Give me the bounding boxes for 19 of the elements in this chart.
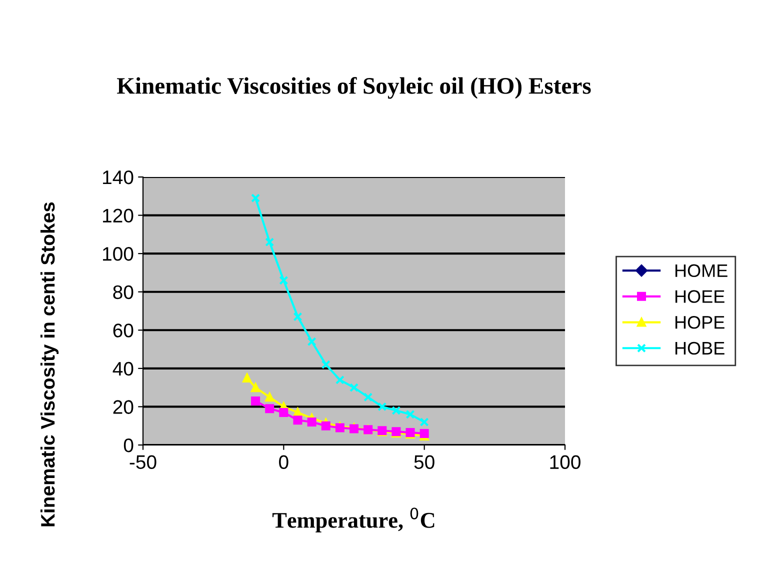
- y-tick-label: 100: [103, 247, 134, 261]
- x-tick-label: 50: [414, 455, 434, 470]
- chart-title: Kinematic Viscosities of Soyleic oil (HO) Esters: [117, 77, 591, 99]
- legend-label: HOPE: [675, 316, 724, 329]
- y-tick-label: 60: [113, 324, 134, 338]
- y-tick-label: 120: [103, 208, 134, 223]
- y-tick-label: 40: [112, 362, 134, 376]
- x-axis-title: Temperature, $^{0}$C: [272, 508, 434, 532]
- y-tick-label: 80: [113, 285, 134, 300]
- y-tick-label: 20: [113, 400, 134, 414]
- x-tick-label: 0: [279, 455, 288, 470]
- legend-label: HOBE: [675, 342, 724, 355]
- y-axis-title: Kinematic Viscosity in centi Stokes: [40, 202, 59, 526]
- legend-label: HOEE: [675, 290, 724, 303]
- y-tick-label: 140: [103, 170, 134, 184]
- x-tick-label: 100: [550, 455, 580, 470]
- x-tick-label: -50: [130, 455, 156, 470]
- y-tick-label: 0: [124, 438, 134, 452]
- legend-label: HOME: [675, 264, 728, 278]
